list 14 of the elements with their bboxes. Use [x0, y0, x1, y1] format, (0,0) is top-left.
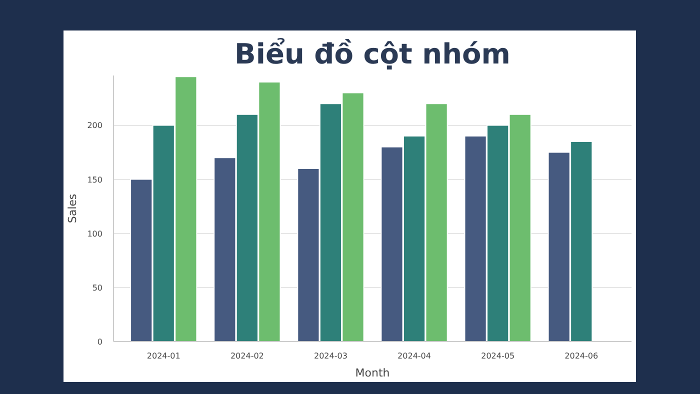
x-tick-label: 2024-03: [314, 352, 348, 360]
x-tick-label: 2024-01: [146, 352, 180, 360]
x-axis-title: Month: [355, 366, 390, 380]
x-tick-label: 2024-04: [398, 352, 431, 360]
chart-title: Biểu đồ cột nhóm: [234, 38, 510, 70]
x-tick-label: 2024-02: [230, 352, 264, 360]
y-tick-label: 150: [87, 175, 103, 184]
y-tick-label: 100: [87, 229, 103, 238]
x-tick-label: 2024-06: [564, 352, 598, 360]
y-axis-title: Sales: [66, 194, 80, 224]
y-tick-label: 200: [87, 121, 103, 130]
y-tick-label: 50: [92, 283, 103, 292]
y-tick-label: 0: [97, 338, 103, 346]
x-tick-label: 2024-05: [481, 352, 515, 360]
